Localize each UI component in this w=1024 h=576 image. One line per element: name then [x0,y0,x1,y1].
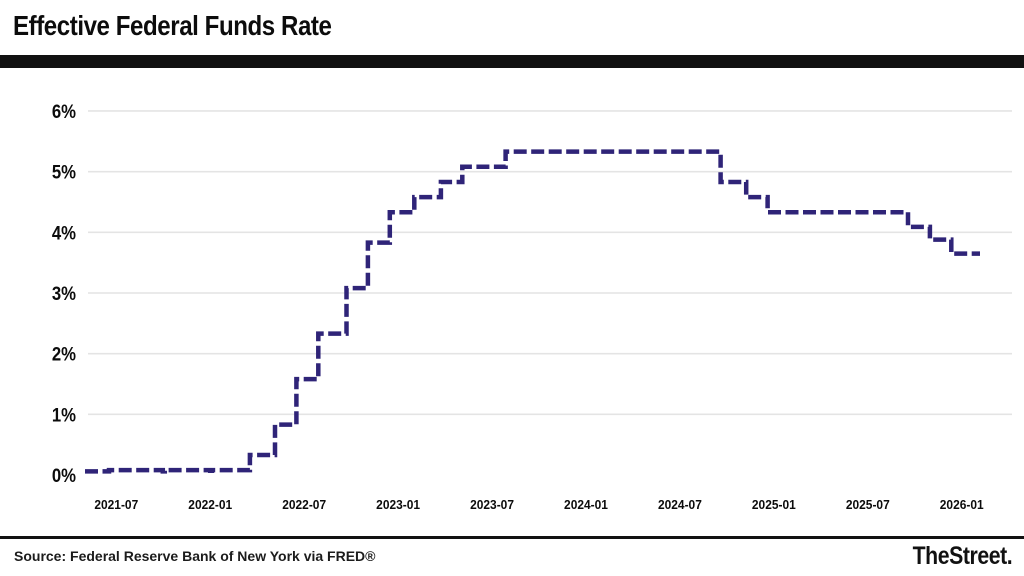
thestreet-logo: TheStreet. [912,542,1012,570]
x-axis-label-2025-07: 2025-07 [846,498,890,513]
y-axis-label-2%: 2% [52,344,76,365]
y-axis-label-4%: 4% [52,222,76,243]
x-axis-label-2024-01: 2024-01 [564,498,608,513]
x-axis-label-2023-01: 2023-01 [376,498,420,513]
x-axis-label-2025-01: 2025-01 [752,498,796,513]
x-axis-label-2024-07: 2024-07 [658,498,702,513]
chart-title: Effective Federal Funds Rate [13,10,332,41]
y-axis-label-1%: 1% [52,404,76,425]
effr-series-line [85,149,980,474]
rate-step-chart: 0% 1% 2% 3% 4% 5% 6% 2021-07 2022-01 2022-07 2023-… [52,101,1012,513]
y-axis-label-3%: 3% [52,283,76,304]
x-axis-label-2026-01: 2026-01 [940,498,984,513]
header-divider-bar [0,55,1024,68]
y-axis-label-5%: 5% [52,162,76,183]
x-axis-label-2022-01: 2022-01 [188,498,232,513]
footer-divider-line [0,536,1024,539]
x-axis-label-2022-07: 2022-07 [282,498,326,513]
source-attribution: Source: Federal Reserve Bank of New York… [14,548,376,564]
y-axis-label-6%: 6% [52,101,76,122]
x-axis-label-2023-07: 2023-07 [470,498,514,513]
chart-area: 0% 1% 2% 3% 4% 5% 6% 2021-07 2022-01 2022-07 2023-… [0,68,1024,530]
x-axis-label-2021-07: 2021-07 [94,498,138,513]
y-axis-label-0%: 0% [52,465,76,486]
